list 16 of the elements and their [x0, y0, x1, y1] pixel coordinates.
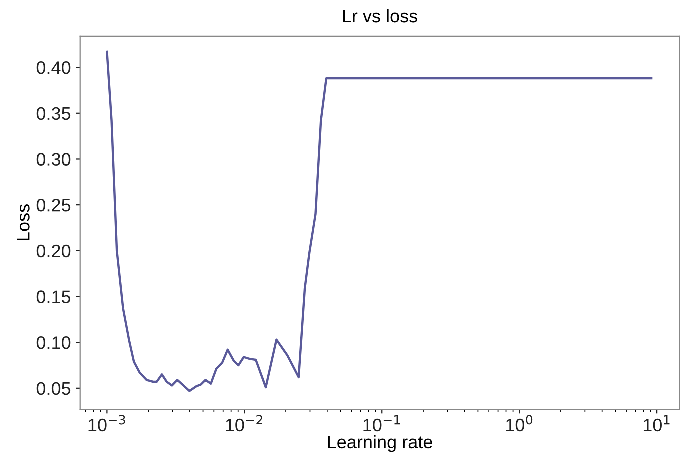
y-axis-title: Loss	[17, 204, 30, 241]
x-tick-label: 10$^{0}$	[506, 415, 533, 432]
x-tick-label: 10$^{1}$	[644, 415, 670, 432]
y-tick-label: 0.10	[36, 336, 71, 350]
y-tick-label: 0.40	[36, 62, 71, 74]
x-tick-label: 10$^{−2}$	[226, 415, 263, 432]
y-tick-label: 0.05	[36, 382, 71, 396]
y-tick-label: 0.20	[36, 244, 71, 258]
x-axis-title: Learning rate	[328, 435, 432, 452]
y-tick-label: 0.30	[36, 153, 71, 166]
y-tick-label: 0.35	[36, 107, 71, 120]
x-tick-label: 10$^{−1}$	[364, 415, 400, 432]
chart-title: Lr vs loss	[343, 9, 418, 23]
x-tick-label: 10$^{−3}$	[88, 415, 126, 432]
y-tick-label: 0.25	[36, 199, 71, 212]
y-tick-label: 0.15	[36, 290, 71, 304]
